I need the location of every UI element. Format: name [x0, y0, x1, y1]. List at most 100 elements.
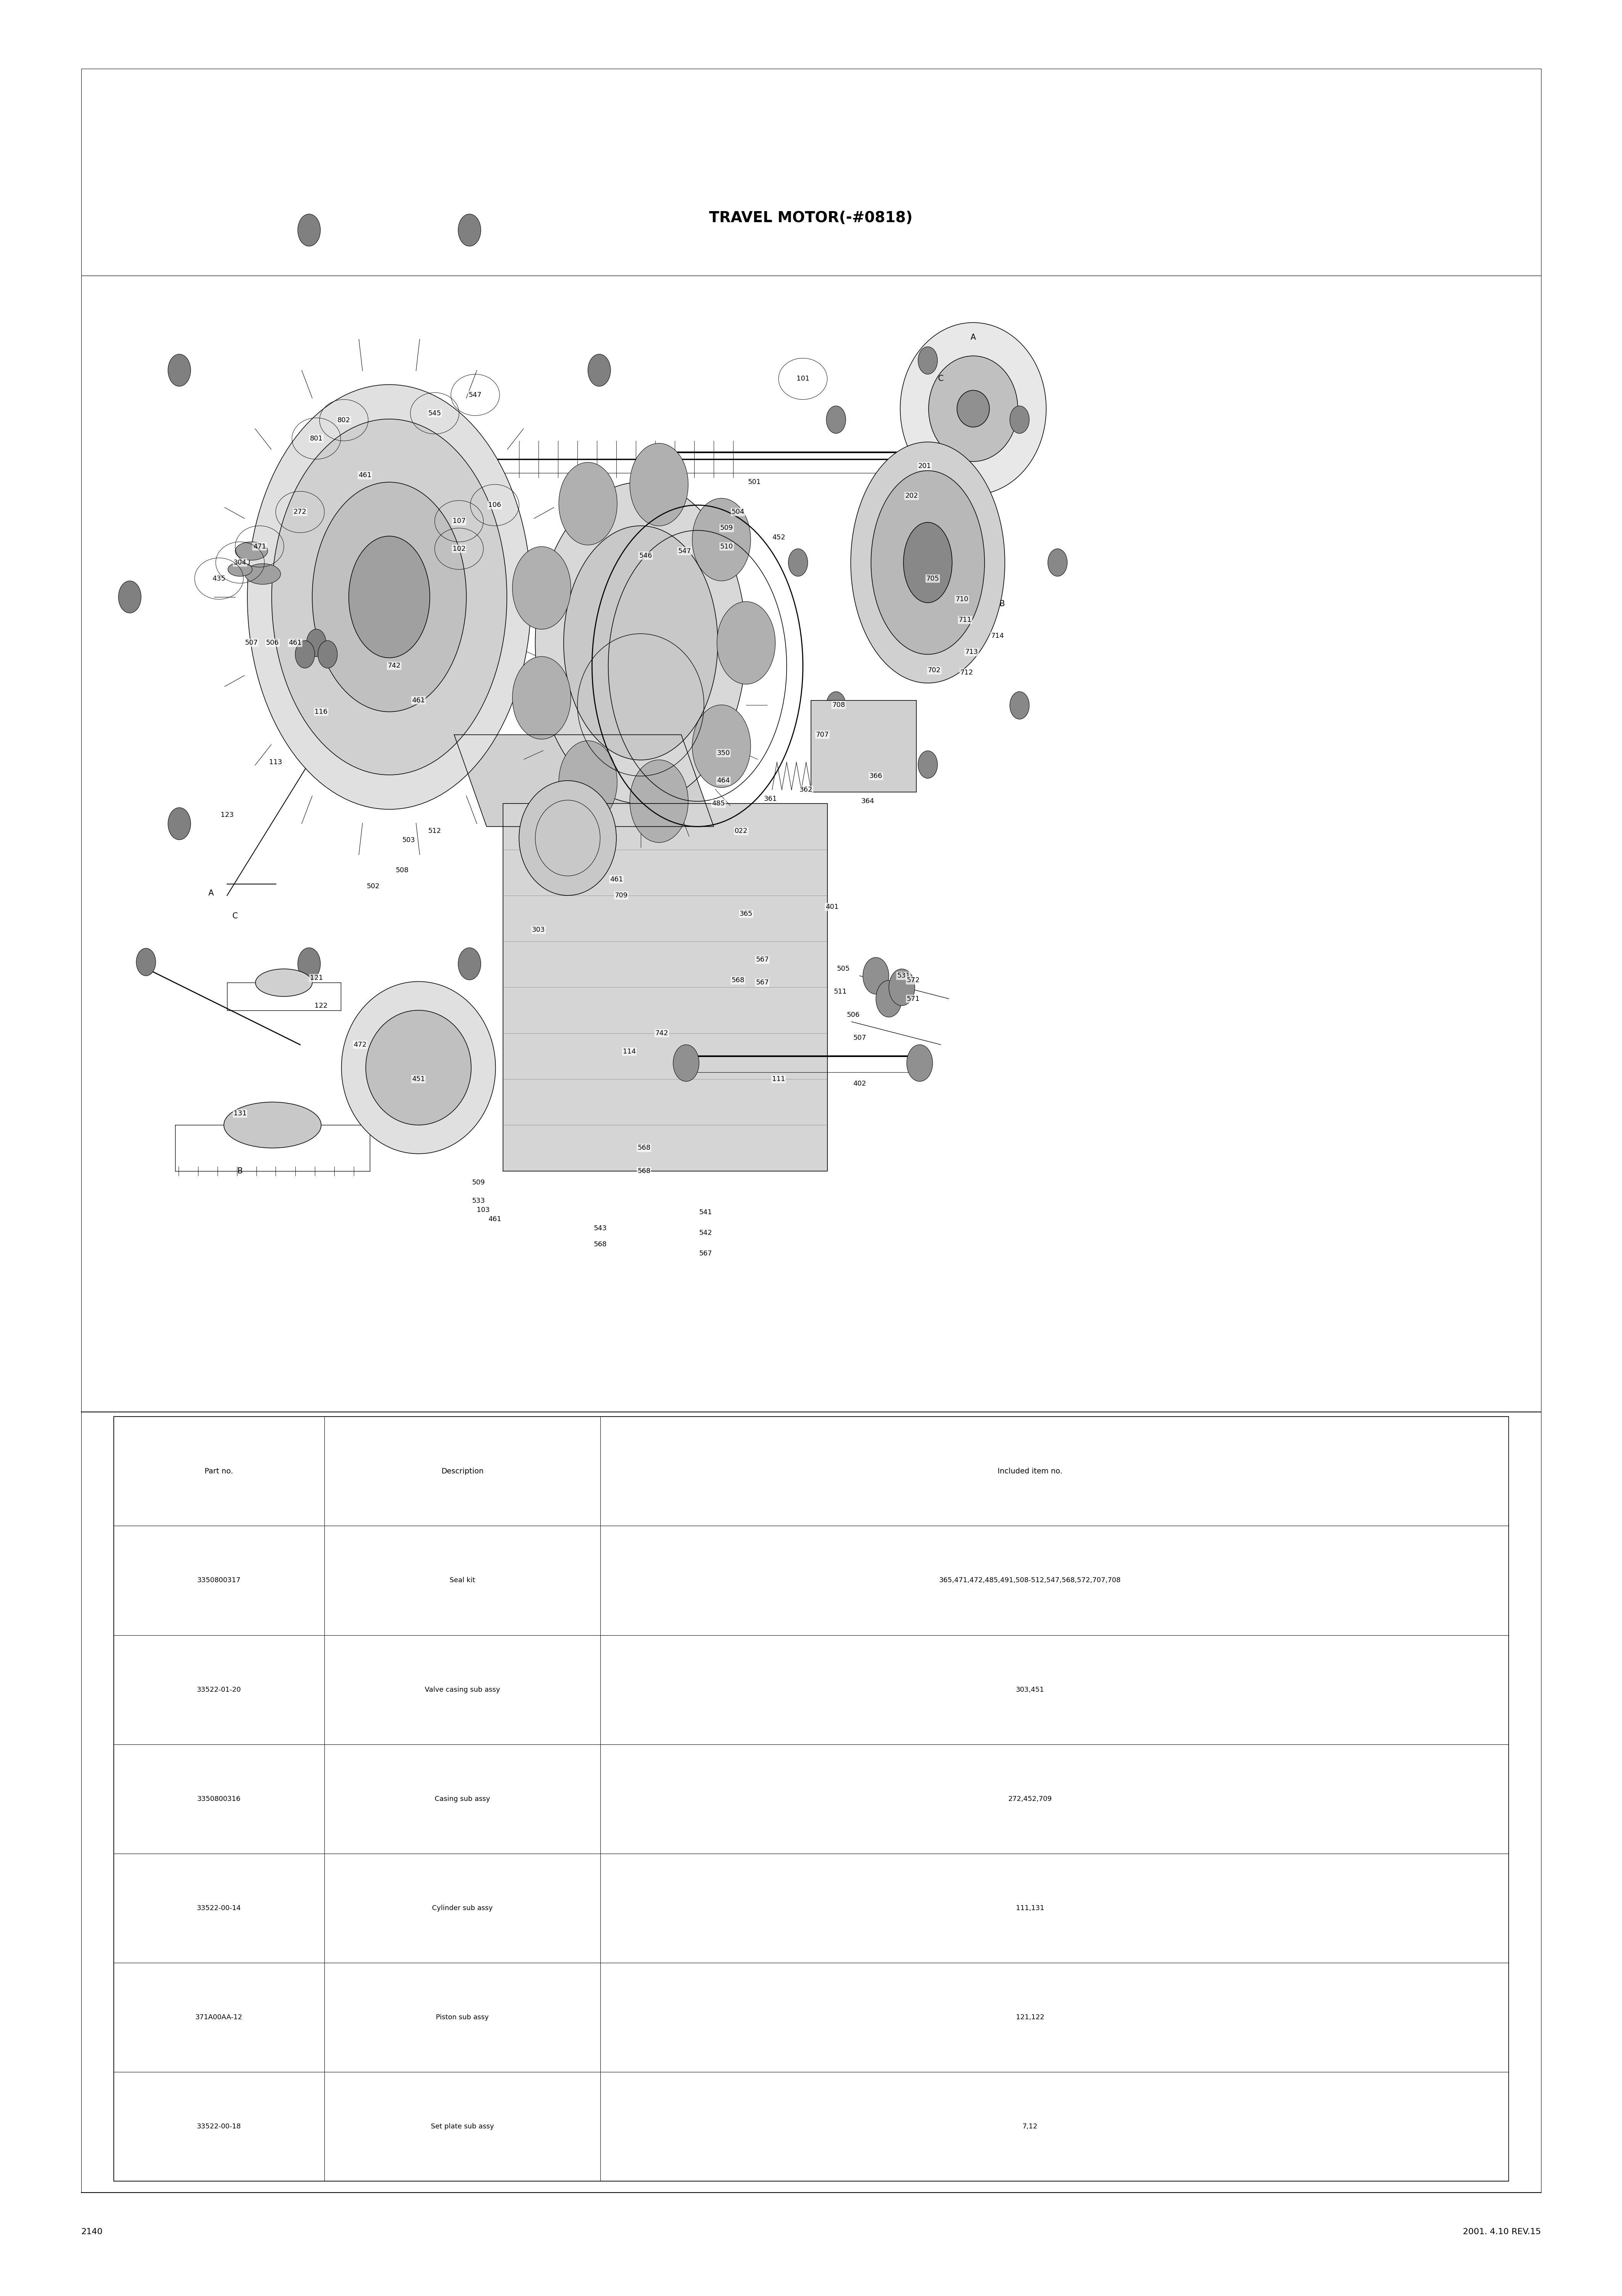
Text: 303,451: 303,451	[1015, 1685, 1045, 1692]
Text: 350: 350	[717, 751, 730, 755]
Ellipse shape	[349, 535, 430, 657]
Circle shape	[826, 691, 845, 719]
Circle shape	[918, 751, 938, 778]
Text: 202: 202	[905, 494, 918, 498]
Ellipse shape	[224, 1102, 321, 1148]
Text: 707: 707	[816, 732, 829, 737]
Text: 801: 801	[310, 436, 323, 441]
Circle shape	[826, 406, 845, 434]
Circle shape	[889, 969, 915, 1006]
Text: 365: 365	[740, 912, 753, 916]
Text: 111,131: 111,131	[1015, 1906, 1045, 1913]
Ellipse shape	[272, 418, 506, 774]
Text: 542: 542	[699, 1231, 712, 1235]
Ellipse shape	[957, 390, 989, 427]
Text: 114: 114	[623, 1049, 636, 1054]
Ellipse shape	[235, 542, 268, 560]
Text: Cylinder sub assy: Cylinder sub assy	[431, 1906, 493, 1913]
Ellipse shape	[850, 441, 1006, 684]
Circle shape	[1011, 406, 1030, 434]
Text: 361: 361	[764, 797, 777, 801]
Text: 116: 116	[315, 709, 328, 714]
Text: 464: 464	[717, 778, 730, 783]
Text: 33522-00-14: 33522-00-14	[196, 1906, 242, 1913]
Text: 508: 508	[396, 868, 409, 872]
Circle shape	[587, 808, 610, 840]
Circle shape	[907, 1045, 933, 1081]
Circle shape	[637, 581, 660, 613]
Text: 461: 461	[289, 641, 302, 645]
Text: 472: 472	[354, 1042, 367, 1047]
Text: 741: 741	[594, 859, 607, 863]
Ellipse shape	[871, 471, 985, 654]
Text: 541: 541	[699, 1210, 712, 1215]
Text: 122: 122	[315, 1003, 328, 1008]
Text: 714: 714	[991, 634, 1004, 638]
Text: 507: 507	[245, 641, 258, 645]
Polygon shape	[454, 735, 714, 827]
Circle shape	[629, 760, 688, 843]
Text: Description: Description	[441, 1467, 483, 1474]
Ellipse shape	[341, 983, 496, 1155]
Circle shape	[513, 546, 571, 629]
Text: Seal kit: Seal kit	[449, 1577, 475, 1584]
Circle shape	[918, 347, 938, 374]
Text: 705: 705	[926, 576, 939, 581]
Ellipse shape	[900, 324, 1046, 496]
Circle shape	[788, 549, 808, 576]
Ellipse shape	[245, 563, 281, 585]
Circle shape	[513, 657, 571, 739]
Circle shape	[693, 498, 751, 581]
Circle shape	[629, 443, 688, 526]
Text: 303: 303	[532, 928, 545, 932]
Text: 401: 401	[826, 905, 839, 909]
Text: 742: 742	[655, 1031, 668, 1035]
Circle shape	[693, 705, 751, 788]
Text: 33522-00-18: 33522-00-18	[196, 2124, 242, 2131]
Text: 272,452,709: 272,452,709	[1009, 1795, 1051, 1802]
Text: A: A	[970, 333, 976, 342]
Circle shape	[1011, 691, 1030, 719]
Text: 571: 571	[907, 996, 920, 1001]
Text: 461: 461	[610, 877, 623, 882]
Text: 123: 123	[221, 813, 234, 817]
Text: 131: 131	[234, 1111, 247, 1116]
Text: 435: 435	[212, 576, 225, 581]
Text: 461: 461	[358, 473, 371, 478]
Ellipse shape	[256, 969, 311, 996]
Text: 106: 106	[488, 503, 501, 507]
Text: 568: 568	[732, 978, 744, 983]
Circle shape	[298, 214, 321, 246]
Text: 531: 531	[897, 974, 910, 978]
Text: 365,471,472,485,491,508-512,547,568,572,707,708: 365,471,472,485,491,508-512,547,568,572,…	[939, 1577, 1121, 1584]
Text: B: B	[237, 1166, 243, 1176]
Text: 461: 461	[488, 1217, 501, 1221]
Ellipse shape	[247, 383, 532, 808]
Text: 710: 710	[955, 597, 968, 602]
Text: 568: 568	[594, 1242, 607, 1247]
Text: 709: 709	[615, 893, 628, 898]
Circle shape	[717, 602, 775, 684]
Text: 712: 712	[960, 670, 973, 675]
Text: 3350800317: 3350800317	[198, 1577, 240, 1584]
Text: 509: 509	[472, 1180, 485, 1185]
Text: 3350800316: 3350800316	[198, 1795, 240, 1802]
Text: 272: 272	[294, 510, 307, 514]
Circle shape	[307, 629, 326, 657]
Ellipse shape	[903, 523, 952, 602]
Text: 568: 568	[637, 1169, 650, 1173]
Text: 7,12: 7,12	[1022, 2124, 1038, 2131]
Text: 567: 567	[756, 957, 769, 962]
Circle shape	[457, 214, 480, 246]
Text: Casing sub assy: Casing sub assy	[435, 1795, 490, 1802]
Text: 501: 501	[748, 480, 761, 484]
Text: 102: 102	[453, 546, 466, 551]
Text: 567: 567	[756, 980, 769, 985]
Text: 567: 567	[699, 1251, 712, 1256]
Ellipse shape	[367, 1010, 470, 1125]
Text: 2140: 2140	[81, 2227, 102, 2236]
Text: C: C	[232, 912, 238, 921]
Text: 572: 572	[907, 978, 920, 983]
Text: 547: 547	[678, 549, 691, 553]
Text: 512: 512	[428, 829, 441, 833]
